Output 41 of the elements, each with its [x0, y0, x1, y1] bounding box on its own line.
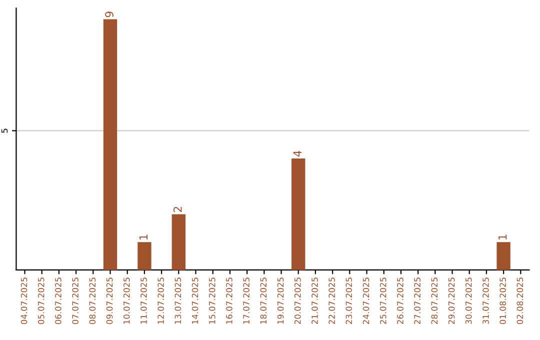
bar [496, 242, 510, 270]
bar [103, 19, 118, 270]
x-tick-label: 31.07.2025 [482, 278, 489, 324]
x-tick-label: 18.07.2025 [260, 278, 267, 324]
bar [172, 214, 186, 270]
x-tick-label: 09.07.2025 [106, 278, 113, 324]
x-tick-label: 14.07.2025 [192, 278, 198, 324]
x-tick-label: 08.07.2025 [89, 278, 96, 324]
bar [292, 158, 306, 270]
x-tick-label: 11.07.2025 [140, 278, 147, 324]
x-tick-label: 28.07.2025 [431, 278, 438, 324]
x-tick-label: 02.08.2025 [516, 278, 524, 324]
x-tick-label: 23.07.2025 [346, 278, 352, 324]
x-tick-label: 06.07.2025 [55, 278, 62, 324]
x-tick-label: 21.07.2025 [312, 278, 318, 324]
x-tick-label: 24.07.2025 [362, 278, 370, 324]
bar [138, 242, 152, 270]
x-tick-label: 10.07.2025 [123, 278, 130, 324]
x-tick-label: 22.07.2025 [328, 278, 335, 324]
data-label: 2 [173, 206, 182, 212]
x-tick-label: 07.07.2025 [72, 278, 78, 324]
y-tick-label: 5 [1, 128, 8, 133]
x-tick-label: 29.07.2025 [448, 278, 455, 324]
x-tick-label: 12.07.2025 [158, 278, 164, 324]
x-tick-label: 25.07.2025 [380, 278, 386, 324]
x-tick-label: 15.07.2025 [208, 278, 216, 324]
data-label: 1 [498, 234, 507, 240]
data-label: 1 [139, 234, 148, 240]
x-tick-label: 30.07.2025 [465, 278, 472, 324]
x-tick-label: 04.07.2025 [20, 278, 28, 324]
x-tick-label: 13.07.2025 [174, 278, 182, 324]
x-tick-label: 01.08.2025 [500, 278, 506, 324]
x-tick-label: 20.07.2025 [294, 278, 301, 324]
x-tick-label: 16.07.2025 [226, 278, 232, 324]
x-tick-label: 19.07.2025 [277, 278, 284, 324]
x-tick-label: 05.07.2025 [38, 278, 44, 324]
data-label: 4 [293, 150, 302, 157]
x-tick-label: 27.07.2025 [414, 278, 420, 324]
data-label: 9 [105, 12, 114, 18]
x-tick-label: 17.07.2025 [243, 278, 250, 324]
x-tick-label: 26.07.2025 [397, 278, 404, 324]
